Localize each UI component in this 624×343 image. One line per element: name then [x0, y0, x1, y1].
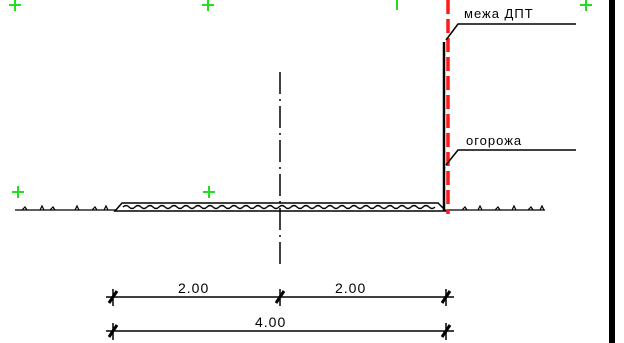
ground-line — [15, 204, 545, 211]
dimension-lines — [106, 289, 454, 340]
boundary-label: межа ДПТ — [464, 6, 534, 21]
fence-label: огорожа — [466, 133, 522, 148]
marker-plus-icon — [12, 186, 24, 198]
marker-plus-icon — [9, 0, 21, 11]
marker-plus-icon — [203, 186, 215, 198]
dimension-right: 2.00 — [335, 280, 366, 296]
marker-group — [9, 0, 592, 198]
marker-plus-icon — [202, 0, 214, 11]
pavement-layer — [113, 202, 448, 212]
leader-lines — [445, 23, 576, 166]
dimension-left: 2.00 — [178, 280, 209, 296]
dimension-total: 4.00 — [255, 314, 286, 330]
frame-border — [609, 0, 615, 343]
fence-leader — [445, 149, 576, 166]
boundary-leader — [445, 23, 576, 41]
marker-plus-icon — [580, 0, 592, 11]
